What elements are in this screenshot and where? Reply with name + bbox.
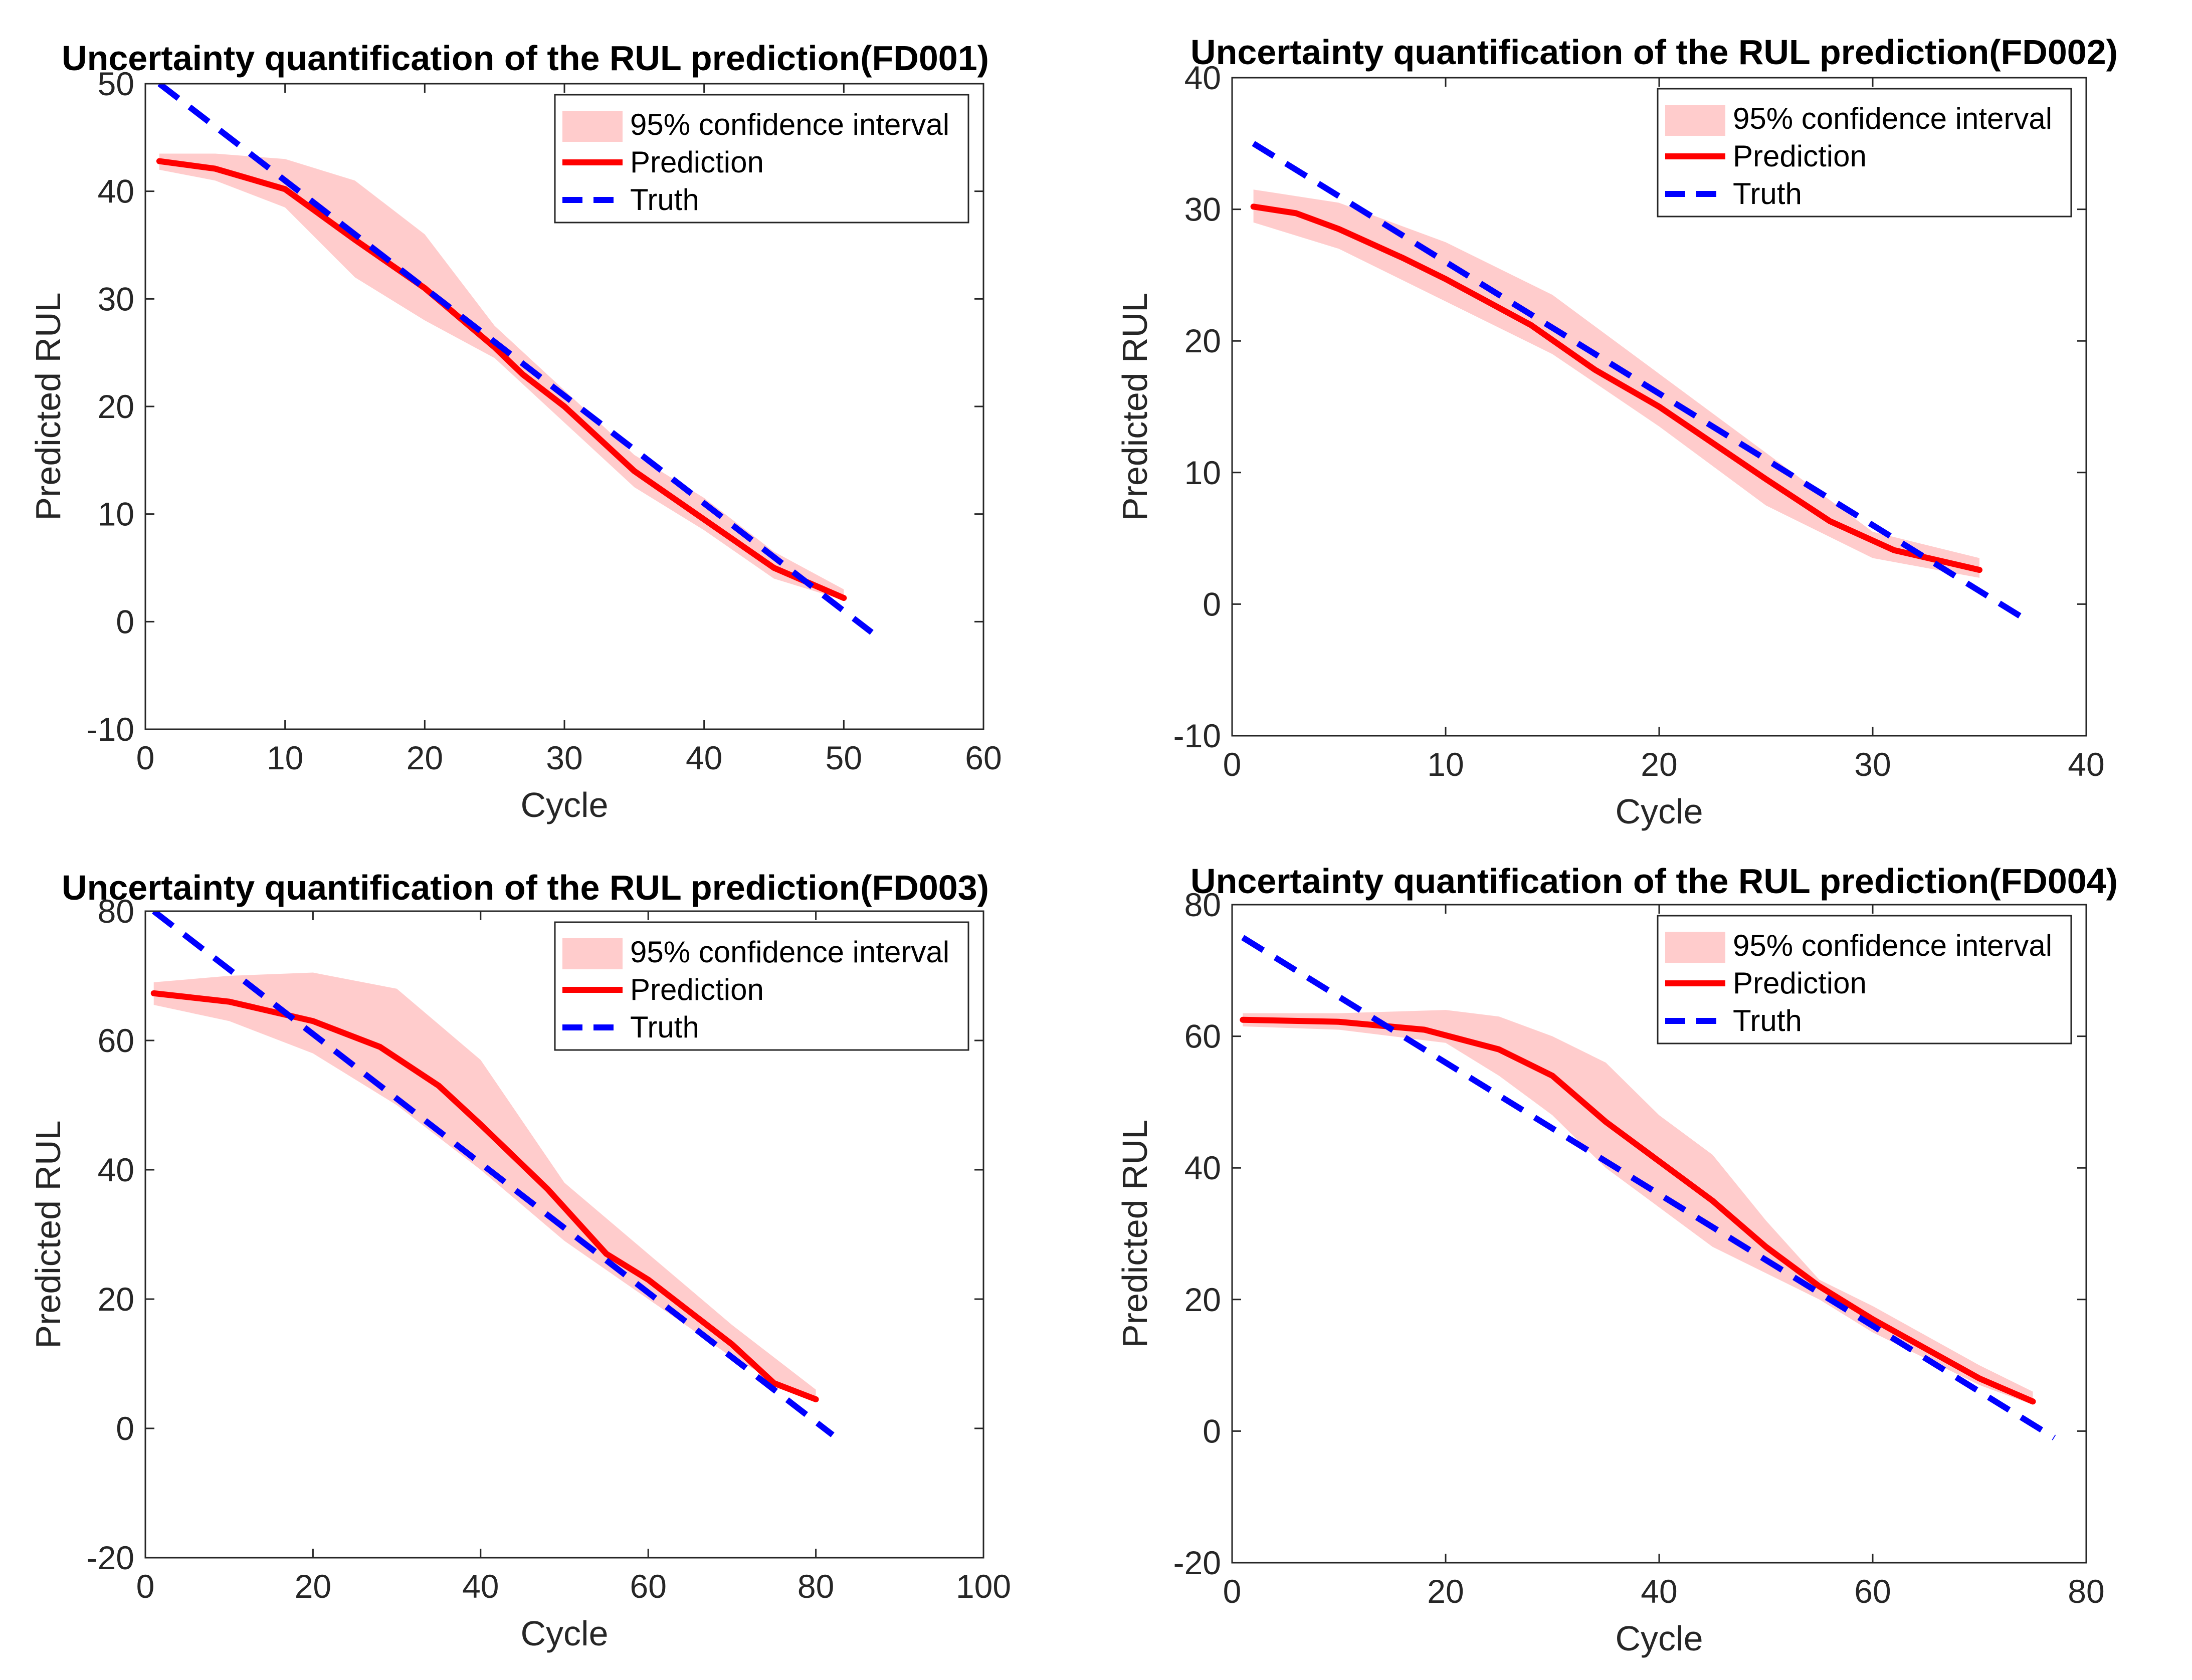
x-tick-label: 60 xyxy=(1854,1573,1891,1610)
y-tick-label: 60 xyxy=(98,1022,134,1059)
x-axis-label: Cycle xyxy=(520,1614,608,1653)
y-axis-label: Predicted RUL xyxy=(29,292,68,520)
x-tick-label: 0 xyxy=(1223,746,1242,783)
legend-box xyxy=(554,921,969,1051)
y-tick-label: 40 xyxy=(1184,59,1221,96)
plot-data xyxy=(1240,935,2056,1440)
prediction-line xyxy=(156,158,847,601)
x-tick-label: 0 xyxy=(136,1568,155,1605)
x-tick-label: 60 xyxy=(630,1568,666,1605)
legend-swatch-band xyxy=(1665,932,1725,963)
legend-label: 95% confidence interval xyxy=(630,935,949,969)
chart-title: Uncertainty quantification of the RUL pr… xyxy=(62,868,989,907)
x-tick-label: 60 xyxy=(965,739,1002,776)
y-tick-label: 0 xyxy=(1203,1412,1221,1449)
x-axis-label: Cycle xyxy=(1615,792,1703,831)
y-tick-label: -20 xyxy=(1173,1544,1221,1581)
y-tick-label: 20 xyxy=(1184,322,1221,359)
prediction-line xyxy=(1240,1016,2036,1405)
y-axis-label: Predicted RUL xyxy=(29,1120,68,1348)
y-tick-label: 40 xyxy=(98,173,134,210)
plot-data xyxy=(1250,141,2024,620)
y-tick-label: -10 xyxy=(1173,717,1221,754)
y-tick-label: 10 xyxy=(98,496,134,533)
y-tick-label: 30 xyxy=(98,280,134,317)
y-tick-label: -20 xyxy=(87,1539,134,1576)
y-axis-label: Predicted RUL xyxy=(1115,1120,1154,1348)
x-tick-label: 20 xyxy=(407,739,443,776)
x-tick-label: 10 xyxy=(267,739,303,776)
y-tick-label: 50 xyxy=(98,65,134,102)
x-tick-label: 0 xyxy=(1223,1573,1242,1610)
truth-line xyxy=(1241,935,2056,1440)
y-tick-label: 60 xyxy=(1184,1018,1221,1055)
y-tick-label: 40 xyxy=(1184,1149,1221,1186)
legend-label: Prediction xyxy=(1733,966,1867,1000)
y-tick-label: 80 xyxy=(1184,886,1221,923)
x-tick-label: 20 xyxy=(1641,746,1677,783)
y-tick-label: 80 xyxy=(98,893,134,930)
legend-label: 95% confidence interval xyxy=(1733,929,2052,962)
truth-line xyxy=(152,911,835,1437)
chart-title: Uncertainty quantification of the RUL pr… xyxy=(62,39,989,78)
legend-label: Prediction xyxy=(630,973,764,1006)
x-tick-label: 0 xyxy=(136,739,155,776)
x-tick-label: 40 xyxy=(1641,1573,1677,1610)
legend-label: Truth xyxy=(630,183,699,217)
x-tick-label: 80 xyxy=(798,1568,834,1605)
legend-label: 95% confidence interval xyxy=(630,108,949,141)
legend-label: Prediction xyxy=(1733,139,1867,173)
legend-label: Prediction xyxy=(630,145,764,179)
legend-label: 95% confidence interval xyxy=(1733,102,2052,135)
y-tick-label: -10 xyxy=(87,711,134,748)
legend-label: Truth xyxy=(1733,177,1802,211)
legend-swatch-band xyxy=(562,938,623,969)
prediction-line xyxy=(150,990,819,1402)
chart-title: Uncertainty quantification of the RUL pr… xyxy=(1190,33,2118,72)
plot-data xyxy=(150,911,835,1437)
x-tick-label: 80 xyxy=(2068,1573,2104,1610)
x-tick-label: 40 xyxy=(686,739,722,776)
legend-box xyxy=(1657,915,2072,1044)
legend-box xyxy=(1657,88,2072,218)
x-tick-label: 20 xyxy=(1427,1573,1464,1610)
confidence-band xyxy=(159,153,844,600)
x-axis-label: Cycle xyxy=(1615,1619,1703,1658)
y-tick-label: 30 xyxy=(1184,191,1221,228)
y-tick-label: 0 xyxy=(1203,585,1221,622)
chart-title: Uncertainty quantification of the RUL pr… xyxy=(1190,862,2118,901)
legend-label: Truth xyxy=(1733,1004,1802,1037)
x-axis-label: Cycle xyxy=(520,785,608,824)
legend-label: Truth xyxy=(630,1010,699,1044)
x-tick-label: 20 xyxy=(295,1568,331,1605)
x-tick-label: 30 xyxy=(546,739,582,776)
y-tick-label: 20 xyxy=(98,1281,134,1318)
x-tick-label: 40 xyxy=(462,1568,499,1605)
y-tick-label: 0 xyxy=(116,603,134,640)
legend-swatch-band xyxy=(1665,105,1725,136)
axes-box xyxy=(144,910,984,1559)
prediction-line xyxy=(1250,203,1982,573)
plot-data xyxy=(156,84,874,635)
y-tick-label: 20 xyxy=(98,388,134,425)
y-tick-label: 10 xyxy=(1184,454,1221,491)
legend-box xyxy=(554,94,969,224)
y-axis-label: Predicted RUL xyxy=(1115,293,1154,521)
x-tick-label: 100 xyxy=(956,1568,1011,1605)
y-tick-label: 0 xyxy=(116,1410,134,1447)
x-tick-label: 30 xyxy=(1854,746,1891,783)
x-tick-label: 40 xyxy=(2068,746,2104,783)
y-tick-label: 20 xyxy=(1184,1281,1221,1318)
y-tick-label: 40 xyxy=(98,1151,134,1188)
x-tick-label: 10 xyxy=(1427,746,1464,783)
legend-swatch-band xyxy=(562,111,623,142)
x-tick-label: 50 xyxy=(826,739,862,776)
